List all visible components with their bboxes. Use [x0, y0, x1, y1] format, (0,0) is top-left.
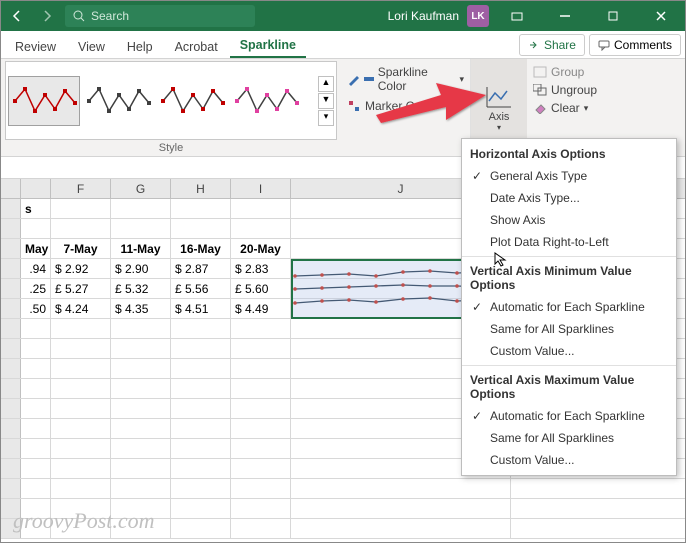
- cell[interactable]: £ 5.56: [171, 279, 231, 298]
- col-header-g[interactable]: G: [111, 179, 171, 198]
- cell[interactable]: 20-May: [231, 239, 291, 258]
- comments-button[interactable]: Comments: [589, 34, 681, 56]
- dd-date-axis[interactable]: Date Axis Type...: [462, 187, 676, 209]
- ribbon-mode-button[interactable]: [497, 1, 537, 31]
- cell[interactable]: $ 4.35: [111, 299, 171, 318]
- search-placeholder: Search: [91, 9, 129, 23]
- ungroup-button[interactable]: Ungroup: [533, 83, 679, 97]
- cell[interactable]: $ 2.90: [111, 259, 171, 278]
- tab-help[interactable]: Help: [117, 36, 163, 58]
- axis-dropdown: Horizontal Axis Options General Axis Typ…: [461, 138, 677, 476]
- cell[interactable]: £ 5.27: [51, 279, 111, 298]
- cell[interactable]: $ 2.83: [231, 259, 291, 278]
- share-button[interactable]: Share: [519, 34, 585, 56]
- tab-sparkline[interactable]: Sparkline: [230, 34, 306, 58]
- ungroup-icon: [533, 84, 547, 96]
- minimize-button[interactable]: [545, 1, 585, 31]
- group-button[interactable]: Group: [533, 65, 679, 79]
- style-group: ▲ ▼ ▾ Style: [1, 59, 341, 156]
- cell[interactable]: May: [21, 239, 51, 258]
- cell[interactable]: $ 4.49: [231, 299, 291, 318]
- forward-button[interactable]: [35, 4, 59, 28]
- tab-acrobat[interactable]: Acrobat: [165, 36, 228, 58]
- ribbon-tabs: Review View Help Acrobat Sparkline Share…: [1, 31, 685, 59]
- gallery-down[interactable]: ▼: [318, 93, 334, 109]
- tab-review[interactable]: Review: [5, 36, 66, 58]
- style-thumb-3[interactable]: [156, 76, 228, 126]
- comment-icon: [598, 39, 610, 51]
- dd-vmax-auto[interactable]: Automatic for Each Sparkline: [462, 405, 676, 427]
- cell[interactable]: $ 4.51: [171, 299, 231, 318]
- eraser-icon: [533, 102, 547, 114]
- marker-color-button[interactable]: Marker Color: [347, 99, 464, 113]
- cursor-icon: [493, 251, 509, 267]
- search-icon: [73, 10, 85, 22]
- dd-show-axis[interactable]: Show Axis: [462, 209, 676, 231]
- axis-icon: [483, 83, 515, 111]
- color-group: Sparkline Color ▾ Marker Color: [341, 59, 471, 156]
- cell[interactable]: $ 4.24: [51, 299, 111, 318]
- style-thumb-4[interactable]: [230, 76, 302, 126]
- tab-view[interactable]: View: [68, 36, 115, 58]
- close-button[interactable]: [641, 1, 681, 31]
- cell[interactable]: .25: [21, 279, 51, 298]
- cell[interactable]: 16-May: [171, 239, 231, 258]
- col-header-i[interactable]: I: [231, 179, 291, 198]
- dd-header-vmax: Vertical Axis Maximum Value Options: [462, 369, 676, 405]
- pen-icon: [347, 72, 360, 86]
- titlebar: Search Lori Kaufman LK: [1, 1, 685, 31]
- clear-button[interactable]: Clear ▾: [533, 101, 679, 115]
- cell[interactable]: $ 2.92: [51, 259, 111, 278]
- cell[interactable]: $ 2.87: [171, 259, 231, 278]
- group-icon: [533, 66, 547, 78]
- dd-plot-rtl[interactable]: Plot Data Right-to-Left: [462, 231, 676, 253]
- avatar[interactable]: LK: [467, 5, 489, 27]
- dd-vmax-same[interactable]: Same for All Sparklines: [462, 427, 676, 449]
- back-button[interactable]: [5, 4, 29, 28]
- style-label: Style: [5, 140, 337, 156]
- dd-vmax-custom[interactable]: Custom Value...: [462, 449, 676, 471]
- dd-general-axis[interactable]: General Axis Type: [462, 165, 676, 187]
- col-header-h[interactable]: H: [171, 179, 231, 198]
- gallery-up[interactable]: ▲: [318, 76, 334, 92]
- dd-vmin-auto[interactable]: Automatic for Each Sparkline: [462, 296, 676, 318]
- dd-vmin-custom[interactable]: Custom Value...: [462, 340, 676, 362]
- cell[interactable]: 7-May: [51, 239, 111, 258]
- cell[interactable]: £ 5.32: [111, 279, 171, 298]
- search-box[interactable]: Search: [65, 5, 255, 27]
- dd-header-horizontal: Horizontal Axis Options: [462, 143, 676, 165]
- style-thumb-1[interactable]: [8, 76, 80, 126]
- cell[interactable]: .94: [21, 259, 51, 278]
- cell[interactable]: .50: [21, 299, 51, 318]
- sparkline-color-button[interactable]: Sparkline Color ▾: [347, 65, 464, 93]
- style-thumb-2[interactable]: [82, 76, 154, 126]
- cell[interactable]: £ 5.60: [231, 279, 291, 298]
- cell[interactable]: 11-May: [111, 239, 171, 258]
- dd-vmin-same[interactable]: Same for All Sparklines: [462, 318, 676, 340]
- watermark: groovyPost.com: [13, 508, 155, 534]
- share-icon: [528, 39, 540, 51]
- username: Lori Kaufman: [388, 9, 459, 23]
- maximize-button[interactable]: [593, 1, 633, 31]
- marker-icon: [347, 99, 361, 113]
- col-header-f[interactable]: F: [51, 179, 111, 198]
- gallery-more[interactable]: ▾: [318, 110, 334, 126]
- style-gallery[interactable]: ▲ ▼ ▾: [5, 61, 337, 140]
